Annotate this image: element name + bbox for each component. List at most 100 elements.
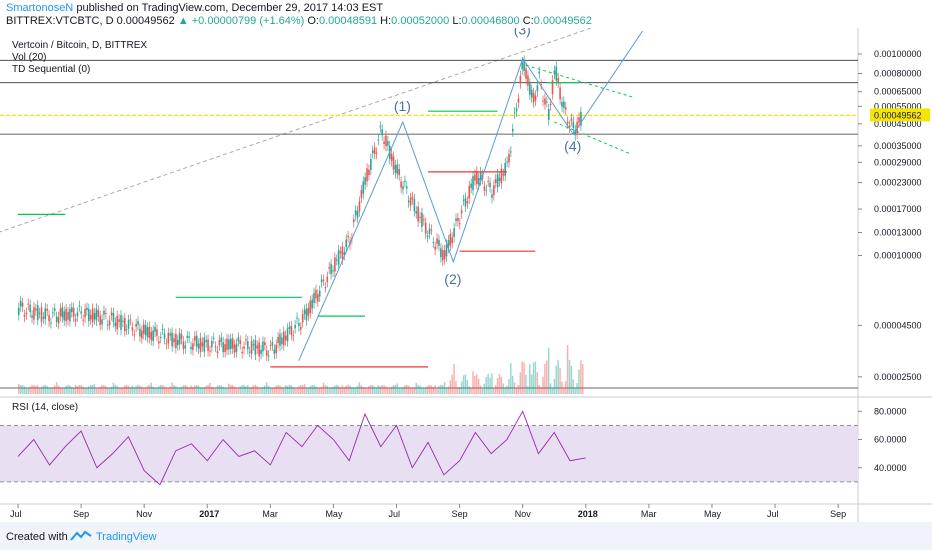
- volume-bar: [23, 386, 26, 394]
- author-name[interactable]: SmartonoseN: [6, 2, 74, 14]
- volume-bar: [29, 386, 31, 394]
- volume-bar: [494, 384, 497, 394]
- volume-bar: [201, 387, 204, 394]
- volume-bar: [511, 375, 514, 394]
- volume-bar: [334, 385, 336, 394]
- candle-body: [229, 338, 232, 349]
- candle-body: [67, 311, 69, 320]
- volume-bar: [50, 387, 52, 394]
- candle-body: [489, 182, 491, 188]
- candle-body: [127, 319, 130, 329]
- volume-bar: [262, 386, 264, 394]
- candle-body: [165, 343, 168, 345]
- volume-bar: [362, 386, 364, 394]
- volume-bar: [156, 387, 158, 394]
- candle-body: [46, 309, 48, 311]
- candle-body: [237, 337, 240, 342]
- volume-bar: [566, 345, 569, 394]
- volume-bar: [36, 384, 39, 394]
- volume-bar: [349, 385, 351, 394]
- candle-body: [476, 171, 478, 185]
- volume-bar: [269, 387, 272, 394]
- price-tick-label: 0.00017000: [874, 204, 922, 214]
- volume-bar: [161, 385, 164, 394]
- tradingview-brand[interactable]: TradingView: [96, 531, 157, 543]
- volume-bar: [400, 387, 402, 394]
- volume-bar: [404, 385, 406, 394]
- candle-body: [445, 244, 448, 257]
- candle-body: [88, 308, 90, 322]
- candle-body: [122, 320, 124, 322]
- volume-bar: [538, 384, 540, 394]
- candle-body: [116, 315, 119, 330]
- volume-bar: [318, 387, 321, 394]
- candle-body: [462, 199, 465, 201]
- volume-bar: [417, 384, 419, 394]
- time-tick-label: Nov: [136, 509, 153, 519]
- volume-bar: [25, 387, 28, 394]
- chart-frame[interactable]: (1) (2) (3) (4) 0.00100000 0.00080000 0.000650…: [0, 28, 932, 522]
- time-tick-label: May: [704, 509, 722, 519]
- volume-bar: [125, 384, 128, 394]
- candle-body: [288, 326, 291, 330]
- volume-bar: [530, 374, 533, 394]
- volume-bar: [18, 383, 20, 394]
- volume-bar: [173, 384, 175, 394]
- volume-bar: [148, 384, 151, 394]
- candle-body: [59, 308, 62, 317]
- volume-bar: [176, 387, 179, 394]
- volume-bar: [33, 384, 35, 394]
- candle-body: [434, 246, 436, 250]
- price-tick-label: 0.00045000: [874, 119, 922, 129]
- volume-bar: [396, 383, 399, 394]
- wave-label-1: (1): [394, 98, 411, 114]
- volume-bar: [449, 380, 452, 394]
- volume-bar: [292, 386, 294, 394]
- volume-bar: [332, 386, 334, 394]
- volume-bar: [163, 386, 166, 394]
- candle-body: [296, 317, 298, 319]
- volume-bar: [245, 386, 247, 394]
- volume-bar: [428, 384, 431, 394]
- candle-body: [356, 210, 359, 218]
- candle-body: [519, 75, 522, 84]
- volume-bar: [288, 384, 291, 394]
- chart-canvas[interactable]: (1) (2) (3) (4) 0.00100000 0.00080000 0.000650…: [0, 28, 932, 522]
- candle-body: [57, 316, 60, 324]
- candle-body: [472, 176, 474, 191]
- published-text: published on TradingView.com, December 2…: [76, 2, 384, 14]
- volume-bar: [254, 384, 257, 394]
- volume-bar: [309, 386, 311, 394]
- volume-bar: [70, 386, 73, 394]
- volume-bar: [252, 385, 255, 394]
- volume-bar: [61, 387, 64, 394]
- volume-bar: [46, 385, 48, 394]
- candle-body: [398, 168, 401, 176]
- candle-body: [23, 314, 26, 317]
- ohlc-low: 0.00046800: [461, 15, 520, 27]
- candle-body: [324, 287, 327, 289]
- volume-bar: [265, 382, 268, 394]
- candle-body: [411, 196, 414, 200]
- channel-lower: [554, 121, 631, 155]
- last-price: 0.00049562: [116, 15, 175, 27]
- volume-bar: [273, 387, 276, 394]
- candle-body: [318, 290, 321, 297]
- volume-bar: [498, 374, 501, 394]
- volume-bar: [540, 387, 542, 394]
- candle-body: [235, 343, 238, 352]
- volume-bar: [78, 384, 81, 394]
- candle-body: [150, 331, 153, 341]
- volume-bar: [21, 384, 24, 394]
- volume-bar: [453, 363, 455, 394]
- candle-body: [494, 178, 497, 183]
- candle-body: [551, 80, 554, 95]
- candle-body: [419, 216, 421, 218]
- candle-body: [354, 210, 357, 216]
- volume-bar: [281, 387, 283, 394]
- volume-bar: [284, 384, 287, 394]
- candle-body: [470, 183, 472, 188]
- candle-body: [243, 346, 245, 349]
- volume-bar: [250, 386, 253, 394]
- candle-body: [542, 100, 544, 102]
